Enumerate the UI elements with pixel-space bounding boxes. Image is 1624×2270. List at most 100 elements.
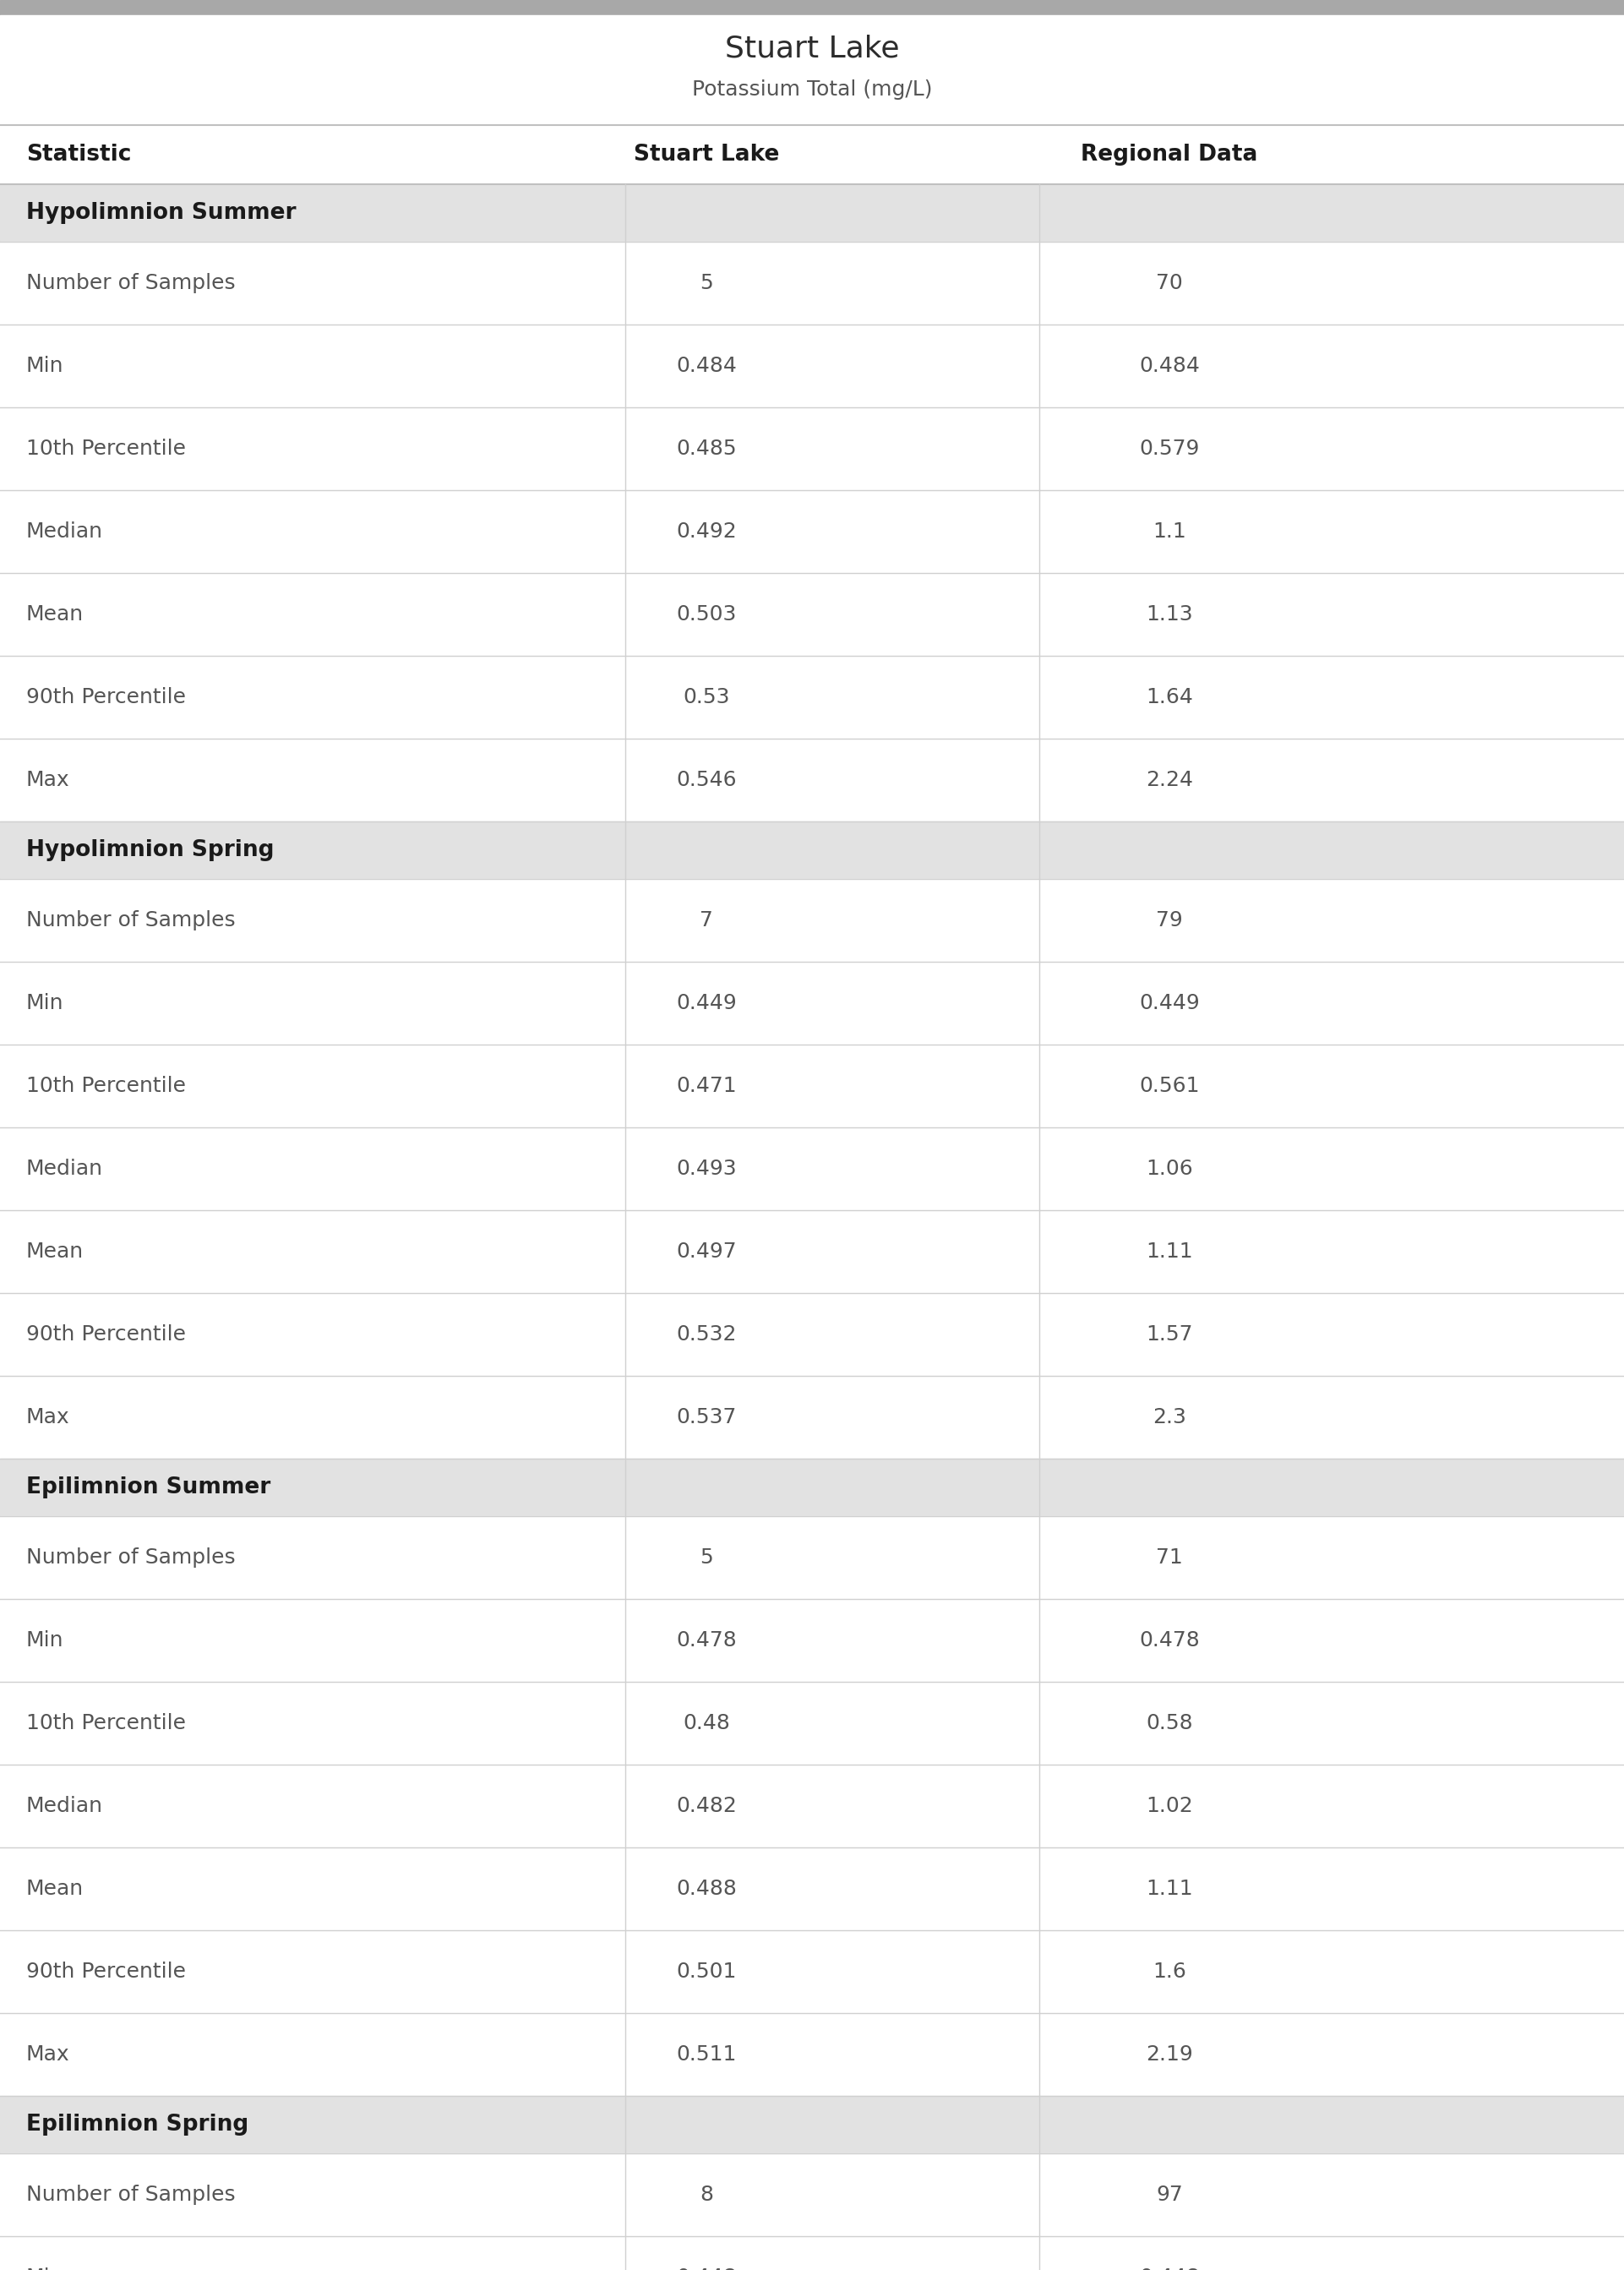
Bar — [0, 2013, 1624, 2095]
Text: 0.53: 0.53 — [684, 688, 729, 708]
Bar — [0, 878, 1624, 962]
Bar — [0, 738, 1624, 822]
Text: 97: 97 — [1156, 2184, 1182, 2204]
Text: Stuart Lake: Stuart Lake — [633, 143, 780, 166]
Text: Stuart Lake: Stuart Lake — [724, 34, 900, 64]
Text: 1.13: 1.13 — [1147, 604, 1192, 624]
Text: 0.478: 0.478 — [676, 1630, 737, 1650]
Text: 0.503: 0.503 — [676, 604, 737, 624]
Text: 5: 5 — [700, 272, 713, 293]
Bar — [0, 1128, 1624, 1210]
Bar — [0, 241, 1624, 325]
Text: 0.448: 0.448 — [1138, 2268, 1200, 2270]
Bar — [0, 1516, 1624, 1598]
Bar — [0, 822, 1624, 878]
Bar — [0, 1764, 1624, 1848]
Text: 0.492: 0.492 — [676, 522, 737, 543]
Text: 0.511: 0.511 — [676, 2045, 737, 2066]
Text: 0.484: 0.484 — [1138, 356, 1200, 377]
Text: Epilimnion Spring: Epilimnion Spring — [26, 2113, 248, 2136]
Text: 0.58: 0.58 — [1147, 1714, 1192, 1734]
Text: 0.579: 0.579 — [1138, 438, 1200, 459]
Bar — [0, 125, 1624, 184]
Text: 1.11: 1.11 — [1147, 1242, 1192, 1262]
Text: 0.501: 0.501 — [676, 1961, 737, 1982]
Text: 0.485: 0.485 — [676, 438, 737, 459]
Text: 2.3: 2.3 — [1153, 1407, 1186, 1428]
Text: 10th Percentile: 10th Percentile — [26, 438, 185, 459]
Bar — [0, 572, 1624, 656]
Text: 0.561: 0.561 — [1138, 1076, 1200, 1096]
Text: 2.24: 2.24 — [1145, 770, 1194, 790]
Bar — [0, 656, 1624, 738]
Text: 0.493: 0.493 — [676, 1158, 737, 1178]
Bar — [0, 184, 1624, 241]
Text: 1.06: 1.06 — [1145, 1158, 1194, 1178]
Text: 79: 79 — [1156, 910, 1182, 931]
Text: Number of Samples: Number of Samples — [26, 910, 235, 931]
Text: Min: Min — [26, 992, 63, 1012]
Bar — [0, 325, 1624, 406]
Text: 5: 5 — [700, 1548, 713, 1569]
Text: 0.449: 0.449 — [676, 992, 737, 1012]
Text: 10th Percentile: 10th Percentile — [26, 1076, 185, 1096]
Text: 1.64: 1.64 — [1145, 688, 1194, 708]
Text: Potassium Total (mg/L): Potassium Total (mg/L) — [692, 79, 932, 100]
Text: 0.488: 0.488 — [676, 1880, 737, 1900]
Text: Regional Data: Regional Data — [1082, 143, 1257, 166]
Text: 1.57: 1.57 — [1147, 1323, 1192, 1344]
Bar — [0, 1294, 1624, 1376]
Text: 0.532: 0.532 — [676, 1323, 737, 1344]
Text: Min: Min — [26, 2268, 63, 2270]
Bar — [0, 1930, 1624, 2013]
Text: Min: Min — [26, 356, 63, 377]
Text: 0.484: 0.484 — [676, 356, 737, 377]
Text: 0.478: 0.478 — [1138, 1630, 1200, 1650]
Text: Min: Min — [26, 1630, 63, 1650]
Text: Max: Max — [26, 2045, 70, 2066]
Bar — [0, 2154, 1624, 2236]
Text: 7: 7 — [700, 910, 713, 931]
Text: 10th Percentile: 10th Percentile — [26, 1714, 185, 1734]
Text: 90th Percentile: 90th Percentile — [26, 688, 185, 708]
Bar — [0, 962, 1624, 1044]
Bar — [0, 2095, 1624, 2154]
Text: Mean: Mean — [26, 604, 83, 624]
Text: 2.19: 2.19 — [1145, 2045, 1194, 2066]
Text: 0.546: 0.546 — [676, 770, 737, 790]
Text: 0.471: 0.471 — [676, 1076, 737, 1096]
Text: 1.1: 1.1 — [1153, 522, 1186, 543]
Text: Hypolimnion Summer: Hypolimnion Summer — [26, 202, 296, 225]
Text: Max: Max — [26, 1407, 70, 1428]
Text: Median: Median — [26, 1796, 102, 1816]
Bar — [0, 2236, 1624, 2270]
Text: 0.497: 0.497 — [676, 1242, 737, 1262]
Text: Number of Samples: Number of Samples — [26, 2184, 235, 2204]
Text: Median: Median — [26, 522, 102, 543]
Bar — [0, 1460, 1624, 1516]
Text: Mean: Mean — [26, 1880, 83, 1900]
Bar — [0, 1044, 1624, 1128]
Bar — [0, 16, 1624, 125]
Text: Number of Samples: Number of Samples — [26, 1548, 235, 1569]
Text: Median: Median — [26, 1158, 102, 1178]
Text: 70: 70 — [1156, 272, 1182, 293]
Text: 1.02: 1.02 — [1145, 1796, 1194, 1816]
Text: 71: 71 — [1156, 1548, 1182, 1569]
Text: Number of Samples: Number of Samples — [26, 272, 235, 293]
Text: 1.11: 1.11 — [1147, 1880, 1192, 1900]
Text: Max: Max — [26, 770, 70, 790]
Text: Epilimnion Summer: Epilimnion Summer — [26, 1476, 270, 1498]
Text: 0.48: 0.48 — [682, 1714, 731, 1734]
Bar — [0, 1848, 1624, 1930]
Bar — [0, 490, 1624, 572]
Text: Mean: Mean — [26, 1242, 83, 1262]
Bar — [0, 1682, 1624, 1764]
Bar — [0, 0, 1624, 16]
Bar — [0, 1376, 1624, 1460]
Bar — [0, 1210, 1624, 1294]
Text: 90th Percentile: 90th Percentile — [26, 1961, 185, 1982]
Text: 0.482: 0.482 — [676, 1796, 737, 1816]
Bar — [0, 406, 1624, 490]
Text: 8: 8 — [700, 2184, 713, 2204]
